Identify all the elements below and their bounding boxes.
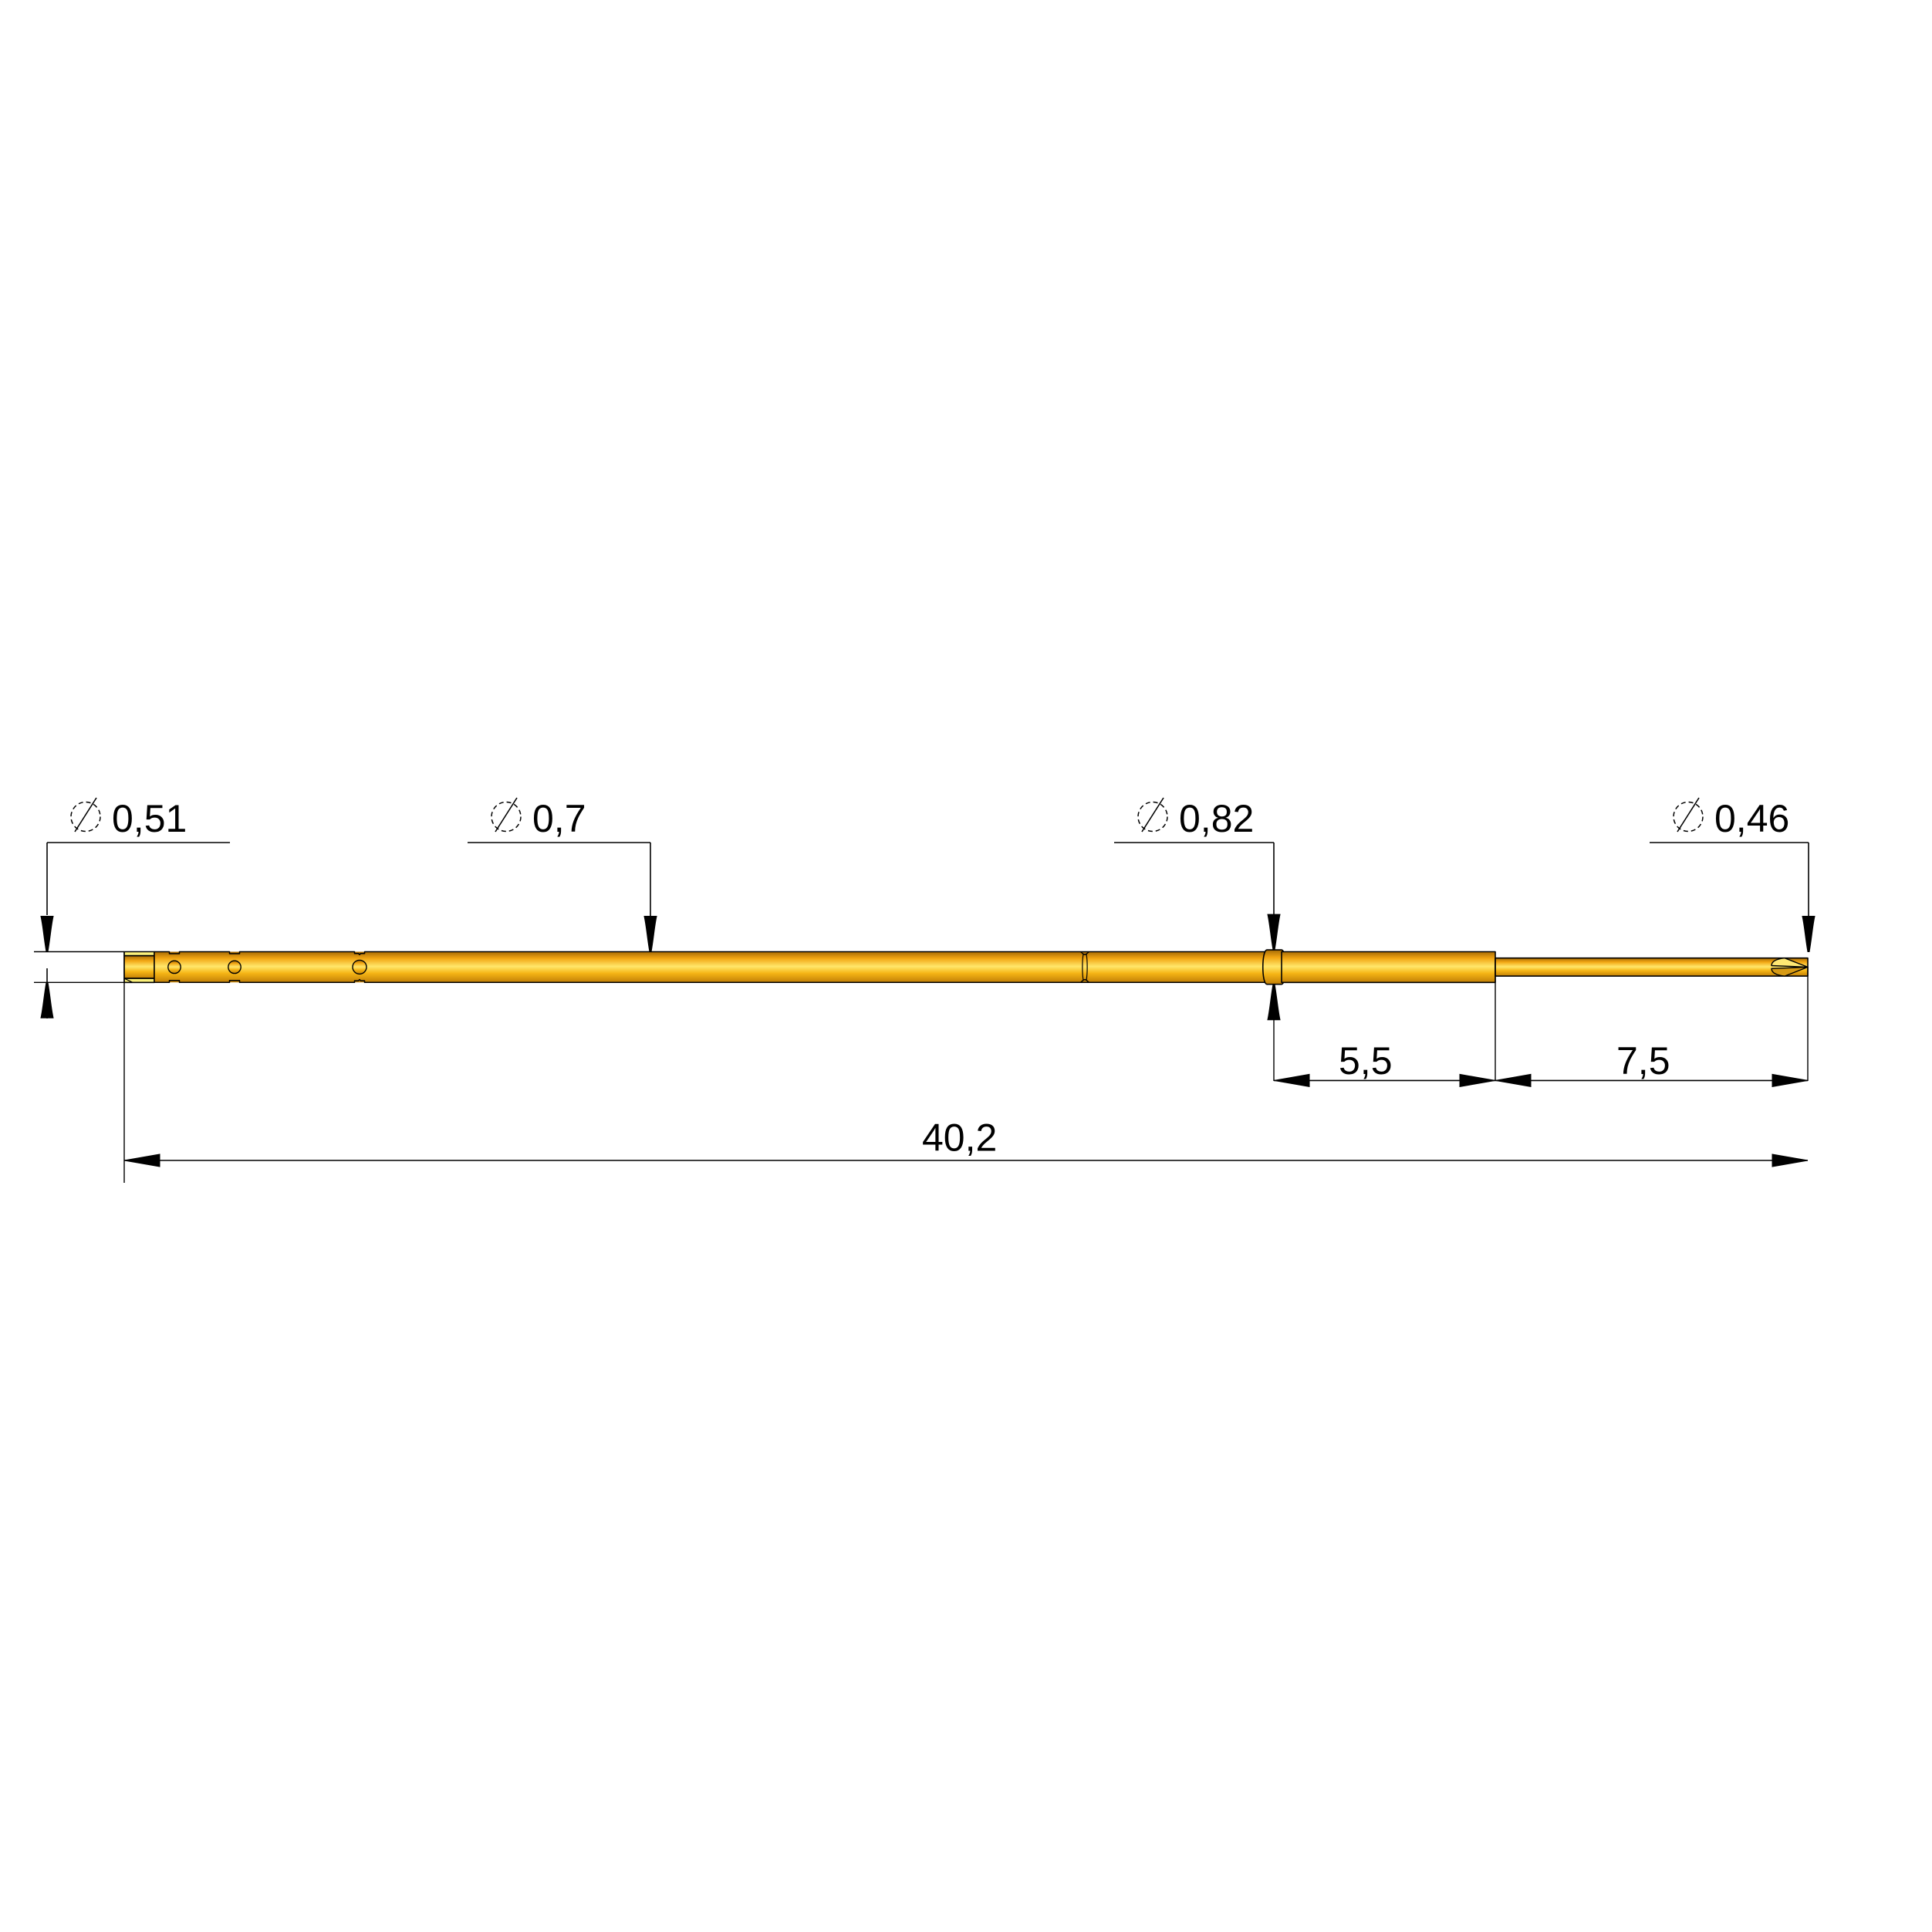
svg-text:0,46: 0,46 bbox=[1714, 797, 1789, 840]
svg-text:7,5: 7,5 bbox=[1616, 1039, 1670, 1083]
svg-text:40,2: 40,2 bbox=[922, 1116, 997, 1160]
svg-text:0,7: 0,7 bbox=[532, 797, 586, 840]
svg-text:0,82: 0,82 bbox=[1179, 797, 1254, 840]
svg-text:0,51: 0,51 bbox=[112, 797, 187, 840]
svg-text:5,5: 5,5 bbox=[1339, 1039, 1393, 1083]
